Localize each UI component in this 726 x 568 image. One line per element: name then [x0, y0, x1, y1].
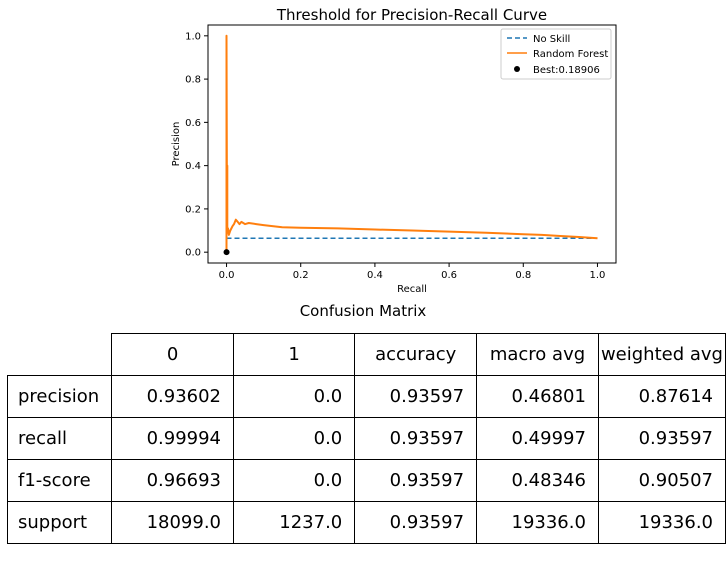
row-header: precision: [6, 375, 113, 418]
header-row: 0 1 accuracy macro avg weighted avg: [7, 333, 726, 376]
table-cell: 0.90507: [597, 459, 726, 502]
table-cell: 19336.0: [597, 501, 726, 544]
x-axis-label: Recall: [397, 284, 427, 295]
table-row: f1-score 0.96693 0.0 0.93597 0.48346 0.9…: [6, 459, 726, 502]
table-cell: 0.99994: [111, 417, 235, 460]
x-tick-label: 0.4: [367, 270, 383, 281]
x-axis-ticks: 0.0 0.2 0.4 0.6 0.8 1.0: [219, 263, 606, 281]
col-header: 1: [233, 333, 356, 376]
table-cell: 1237.0: [233, 501, 356, 544]
table-cell: 0.0: [233, 375, 356, 418]
col-header: accuracy: [354, 333, 478, 376]
table-cell: 0.93602: [111, 375, 235, 418]
y-axis-ticks: 0.0 0.2 0.4 0.6 0.8 1.0: [185, 31, 208, 259]
table-cell: 0.93597: [354, 459, 478, 502]
row-header: f1-score: [6, 459, 113, 502]
chart-series: [223, 34, 598, 256]
legend-best-marker: [514, 66, 520, 72]
table-cell: 18099.0: [111, 501, 235, 544]
table-cell: 0.0: [233, 417, 356, 460]
y-tick-label: 0.4: [185, 161, 201, 172]
y-tick-label: 0.8: [185, 75, 201, 86]
confusion-matrix-title: Confusion Matrix: [299, 302, 427, 320]
table-cell: 0.93597: [354, 375, 478, 418]
x-tick-label: 0.6: [441, 270, 457, 281]
legend-random-forest-label: Random Forest: [533, 49, 608, 60]
confusion-matrix-table: 0 1 accuracy macro avg weighted avg prec…: [6, 333, 726, 544]
y-axis-label: Precision: [171, 122, 182, 167]
best-threshold-point: [223, 249, 230, 256]
table-cell: 0.46801: [476, 375, 599, 418]
table-row: support 18099.0 1237.0 0.93597 19336.0 1…: [6, 501, 726, 544]
y-tick-label: 1.0: [185, 31, 201, 42]
x-tick-label: 0.2: [293, 270, 309, 281]
row-header: support: [6, 501, 113, 544]
y-tick-label: 0.0: [185, 248, 201, 259]
legend-box: [500, 28, 612, 80]
y-tick-label: 0.2: [185, 204, 201, 215]
series-line-random-forest: [225, 34, 598, 253]
table-cell: 0.93597: [597, 417, 726, 460]
table-row: recall 0.99994 0.0 0.93597 0.49997 0.935…: [6, 417, 726, 460]
legend: No Skill Random Forest Best:0.18906: [500, 28, 612, 80]
table-cell: 0.93597: [354, 501, 478, 544]
col-header: weighted avg: [597, 333, 726, 376]
table-cell: 0.96693: [111, 459, 235, 502]
x-tick-label: 0.0: [219, 270, 235, 281]
legend-no-skill-label: No Skill: [533, 34, 570, 45]
legend-best-label: Best:0.18906: [533, 65, 600, 76]
pr-curve-chart: Threshold for Precision-Recall Curve 0.0…: [171, 6, 617, 295]
col-header: 0: [111, 333, 235, 376]
table-row: precision 0.93602 0.0 0.93597 0.46801 0.…: [6, 375, 726, 418]
col-header: macro avg: [476, 333, 599, 376]
table-cell: 0.93597: [354, 417, 478, 460]
row-header: recall: [6, 417, 113, 460]
corner-cell: [7, 333, 113, 376]
table-cell: 0.49997: [476, 417, 599, 460]
table-cell: 0.48346: [476, 459, 599, 502]
x-tick-label: 0.8: [515, 270, 531, 281]
table-cell: 0.0: [233, 459, 356, 502]
table-cell: 0.87614: [597, 375, 726, 418]
chart-title: Threshold for Precision-Recall Curve: [276, 6, 547, 24]
y-tick-label: 0.6: [185, 118, 201, 129]
x-tick-label: 1.0: [590, 270, 606, 281]
table-cell: 19336.0: [476, 501, 599, 544]
